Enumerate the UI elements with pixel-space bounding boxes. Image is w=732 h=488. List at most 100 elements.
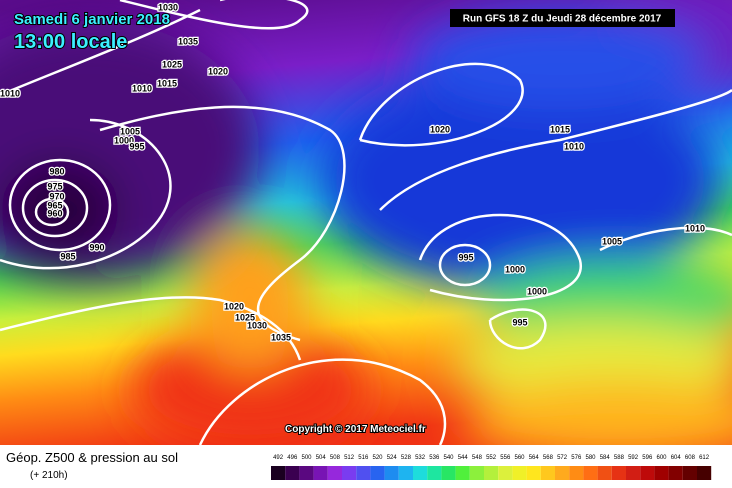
scale-swatch [271, 466, 286, 480]
scale-swatch [299, 466, 314, 480]
scale-swatch [697, 466, 712, 480]
scale-label: 596 [642, 455, 653, 461]
scale-label: 588 [614, 455, 625, 461]
scale-swatch [469, 466, 484, 480]
scale-label: 556 [500, 455, 511, 461]
scale-label: 520 [372, 455, 383, 461]
scale-swatch [583, 466, 598, 480]
scale-swatch [441, 466, 456, 480]
scale-label: 560 [514, 455, 525, 461]
isobar-label: 1000 [505, 264, 525, 274]
scale-label: 552 [486, 455, 497, 461]
scale-label: 524 [387, 455, 398, 461]
scale-swatch [370, 466, 385, 480]
isobar-label: 995 [129, 141, 144, 151]
scale-label: 504 [316, 455, 327, 461]
scale-swatch [327, 466, 342, 480]
scale-swatch [413, 466, 428, 480]
scale-label: 584 [600, 455, 611, 461]
isobar-label: 1000 [114, 135, 134, 145]
scale-swatch [682, 466, 697, 480]
isobar-label: 1020 [224, 301, 244, 311]
forecast-time: 13:00 locale [14, 31, 127, 53]
isobar-label: 1010 [564, 141, 584, 151]
isobar-label: 1000 [527, 286, 547, 296]
scale-swatch [540, 466, 555, 480]
isobar-label: 975 [47, 181, 62, 191]
scale-label: 512 [344, 455, 355, 461]
isobar-label: 1010 [685, 223, 705, 233]
legend-lead: (+ 210h) [30, 470, 68, 481]
scale-swatch [512, 466, 527, 480]
geopotential-field [0, 0, 732, 460]
isobars [0, 0, 732, 445]
scale-swatch [569, 466, 584, 480]
isobar-label: 1020 [208, 66, 228, 76]
scale-label: 612 [699, 455, 710, 461]
isobar-label: 1020 [430, 124, 450, 134]
scale-label: 608 [685, 455, 696, 461]
scale-label: 492 [273, 455, 284, 461]
copyright: Copyright © 2017 Meteociel.fr [285, 424, 426, 435]
scale-label: 540 [443, 455, 454, 461]
scale-label: 568 [543, 455, 554, 461]
isobar-label: 1035 [178, 36, 198, 46]
scale-label: 528 [401, 455, 412, 461]
isobar-label: 1010 [132, 83, 152, 93]
scale-label: 496 [287, 455, 298, 461]
scale-swatch [654, 466, 669, 480]
scale-swatch [356, 466, 371, 480]
scale-swatch [498, 466, 513, 480]
isobar-label: 960 [47, 208, 62, 218]
run-info: Run GFS 18 Z du Jeudi 28 décembre 2017 [463, 14, 662, 25]
scale-swatch [384, 466, 399, 480]
scale-swatch [626, 466, 641, 480]
scale-swatch [455, 466, 470, 480]
scale-swatch [526, 466, 541, 480]
scale-swatch [342, 466, 357, 480]
isobar-label: 1005 [120, 126, 140, 136]
forecast-date: Samedi 6 janvier 2018 [14, 11, 170, 28]
isobar-label: 1030 [247, 320, 267, 330]
isobar-label: 1035 [271, 332, 291, 342]
scale-swatch [668, 466, 683, 480]
scale-swatch [484, 466, 499, 480]
isobar-label: 1005 [602, 236, 622, 246]
scale-swatch [313, 466, 328, 480]
scale-label: 580 [585, 455, 596, 461]
scale-label: 564 [529, 455, 540, 461]
scale-label: 500 [301, 455, 312, 461]
scale-swatch [398, 466, 413, 480]
isobar-label: 980 [49, 166, 64, 176]
legend-title: Géop. Z500 & pression au sol [6, 450, 178, 465]
color-scale: 492 496 500 504 508 512 516 520 524 528 532 536 540 5… [271, 455, 712, 480]
scale-swatch [427, 466, 442, 480]
scale-label: 536 [429, 455, 440, 461]
scale-label: 516 [358, 455, 369, 461]
isobar-label: 990 [89, 242, 104, 252]
isobar-label: 965 [47, 200, 62, 210]
scale-swatch [597, 466, 612, 480]
run-box [450, 9, 675, 27]
scale-swatch [285, 466, 300, 480]
isobar-label: 1015 [157, 78, 177, 88]
isobar-label: 985 [60, 251, 75, 261]
isobar-label: 1010 [0, 88, 20, 98]
scale-label: 600 [656, 455, 667, 461]
isobar-label: 995 [512, 317, 527, 327]
isobar-label: 970 [49, 191, 64, 201]
isobar-label: 1025 [235, 312, 255, 322]
scale-label: 548 [472, 455, 483, 461]
scale-swatch [611, 466, 626, 480]
isobar-label: 1015 [550, 124, 570, 134]
scale-swatch [555, 466, 570, 480]
scale-label: 576 [571, 455, 582, 461]
isobar-label: 1025 [162, 59, 182, 69]
scale-label: 508 [330, 455, 341, 461]
scale-label: 592 [628, 455, 639, 461]
scale-label: 604 [671, 455, 682, 461]
scale-label: 572 [557, 455, 568, 461]
scale-label: 532 [415, 455, 426, 461]
isobar-label: 1030 [158, 2, 178, 12]
